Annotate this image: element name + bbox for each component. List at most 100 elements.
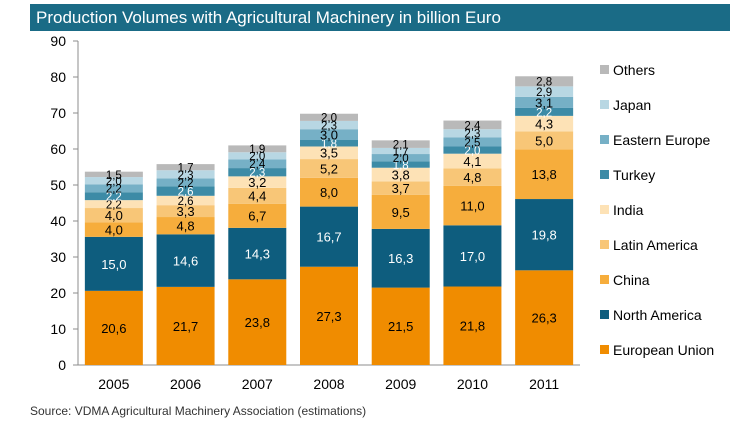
bar-segment: [371, 228, 430, 288]
data-label: 1,8: [321, 139, 337, 151]
bar-segment: [228, 168, 287, 177]
x-tick-label: 2010: [457, 376, 488, 392]
bar-segment: [371, 154, 430, 162]
data-label: 1,7: [393, 146, 409, 158]
data-label: 3,5: [320, 146, 338, 161]
data-label: 21,8: [460, 319, 485, 334]
bar-segment: [443, 129, 502, 138]
x-tick-label: 2008: [313, 376, 344, 392]
data-label: 3,1: [535, 95, 553, 110]
bar-segment: [84, 236, 143, 291]
bar-segment: [84, 290, 143, 365]
bar-segment: [300, 120, 358, 130]
data-label: 2,6: [178, 186, 194, 198]
data-label: 3,3: [177, 204, 195, 219]
bar-segment: [300, 206, 358, 267]
bar-segment: [156, 178, 215, 187]
legend-label: Others: [613, 62, 655, 78]
bar-segment: [228, 187, 287, 204]
bar-segment: [371, 194, 430, 229]
y-tick-label: 70: [50, 105, 66, 121]
data-label: 20,6: [101, 321, 126, 336]
legend-swatch: [600, 135, 609, 144]
bar-segment: [371, 140, 430, 148]
chart-title: Production Volumes with Agricultural Mac…: [36, 8, 501, 27]
data-label: 6,7: [248, 209, 266, 224]
data-label: 2,2: [106, 184, 122, 196]
data-label: 2,0: [249, 151, 265, 163]
bar-segment: [371, 161, 430, 168]
data-label: 21,7: [173, 319, 198, 334]
data-label: 1,9: [249, 144, 265, 156]
data-label: 4,3: [535, 117, 553, 132]
bar-segment: [228, 152, 287, 160]
bar-segment: [228, 279, 287, 365]
x-tick-label: 2009: [385, 376, 416, 392]
x-tick-label: 2006: [170, 376, 201, 392]
bar-segment: [84, 208, 143, 223]
bar-segment: [84, 192, 143, 201]
data-label: 2,9: [536, 87, 552, 99]
y-tick-label: 40: [50, 213, 66, 229]
data-label: 3,7: [392, 181, 410, 196]
y-tick-label: 20: [50, 285, 66, 301]
bar-segment: [156, 170, 215, 179]
data-label: 5,0: [535, 133, 553, 148]
data-label: 2,0: [106, 176, 122, 188]
bar-segment: [515, 270, 574, 365]
data-label: 5,2: [320, 161, 338, 176]
data-label: 2,3: [321, 120, 337, 132]
data-label: 3,0: [320, 128, 338, 143]
bar-segment: [300, 146, 358, 160]
y-tick-label: 60: [50, 141, 66, 157]
data-label: 1,8: [393, 160, 409, 172]
data-label: 21,5: [388, 319, 413, 334]
data-label: 16,3: [388, 251, 413, 266]
legend-swatch: [600, 345, 609, 354]
data-label: 4,4: [248, 189, 266, 204]
data-label: 2,2: [106, 199, 122, 211]
y-tick-label: 50: [50, 177, 66, 193]
legend-label: European Union: [613, 342, 714, 358]
bar-segment: [228, 145, 287, 153]
bar-segment: [443, 120, 502, 130]
legend-swatch: [600, 65, 609, 74]
stacked-bar-chart: 010203040506070809020,615,04,04,02,22,22…: [50, 33, 714, 392]
bar-segment: [300, 113, 358, 121]
data-label: 1,5: [106, 170, 122, 182]
bar-segment: [300, 140, 358, 147]
bar-segment: [443, 137, 502, 147]
bar-segment: [515, 86, 574, 97]
bar-segment: [156, 186, 215, 196]
source-note: Source: VDMA Agricultural Machinery Asso…: [30, 404, 367, 418]
data-label: 2,0: [393, 153, 409, 165]
data-label: 9,5: [392, 205, 410, 220]
chart-title-bar: Production Volumes with Agricultural Mac…: [30, 4, 730, 31]
data-label: 17,0: [460, 249, 485, 264]
bar-segment: [371, 147, 430, 155]
bar-segment: [515, 131, 574, 150]
data-label: 15,0: [101, 257, 126, 272]
data-label: 2,1: [393, 140, 409, 152]
bar-segment: [156, 195, 215, 206]
bar-segment: [228, 227, 287, 280]
data-label: 2,2: [178, 178, 194, 190]
x-tick-label: 2007: [242, 376, 273, 392]
bar-segment: [84, 171, 143, 178]
bar-segment: [371, 287, 430, 365]
bar-segment: [156, 205, 215, 218]
data-label: 2,2: [106, 192, 122, 204]
legend-swatch: [600, 275, 609, 284]
data-label: 2,3: [249, 168, 265, 180]
data-label: 2,0: [464, 145, 480, 157]
data-label: 11,0: [460, 198, 484, 213]
legend-swatch: [600, 170, 609, 179]
bar-segment: [156, 286, 215, 365]
legend-swatch: [600, 240, 609, 249]
data-label: 27,3: [316, 309, 341, 324]
legend-swatch: [600, 310, 609, 319]
bar-segment: [156, 217, 215, 235]
data-label: 3,8: [392, 168, 410, 183]
data-label: 3,2: [248, 175, 266, 190]
bar-segment: [515, 96, 574, 108]
